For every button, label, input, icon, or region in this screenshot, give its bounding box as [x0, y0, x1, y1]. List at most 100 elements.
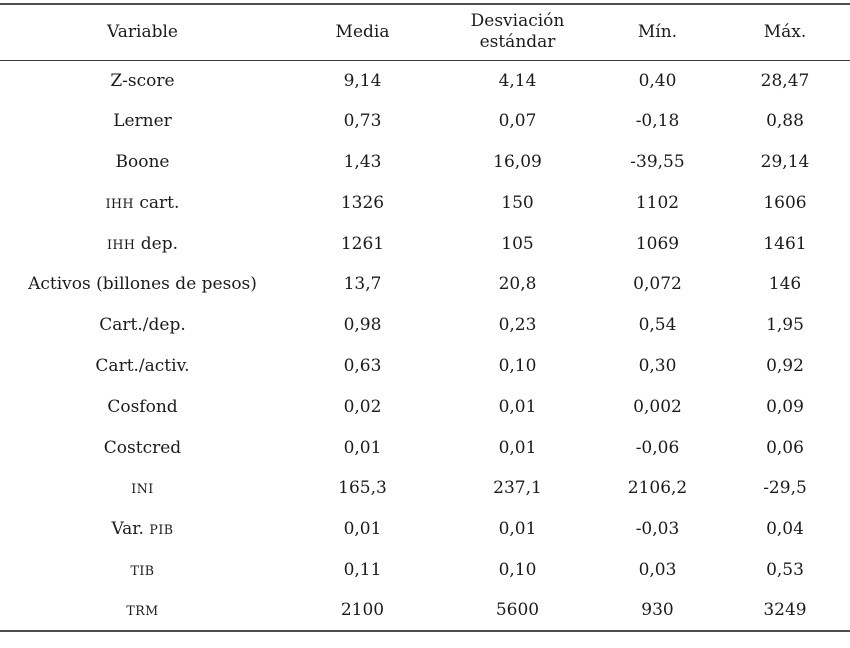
cell-media: 9,14	[343, 70, 382, 91]
table-row: Cart./dep. 0,98 0,23 0,54 1,95	[0, 305, 850, 346]
variable-label: Z-score	[0, 60, 285, 101]
cell-max: 28,47	[760, 70, 810, 91]
cell-max: 1606	[763, 192, 807, 213]
label-text: Var.	[111, 519, 150, 540]
column-header-min: Mín.	[595, 4, 720, 61]
table-row: TIB 0,11 0,10 0,03 0,53	[0, 550, 850, 591]
cell-max: 0,53	[766, 559, 804, 580]
label-text: Costcred	[103, 437, 182, 458]
cell-desviacion-estandar: 0,10	[498, 559, 537, 580]
variable-label: Cart./activ.	[0, 346, 285, 387]
column-header-variable: Variable	[0, 4, 285, 61]
variable-label: Activos (billones de pesos)	[0, 264, 285, 305]
cell-max: 0,04	[766, 519, 804, 540]
cell-min: 1102	[635, 192, 680, 213]
cell-min: 0,40	[638, 70, 677, 91]
variable-label: Lerner	[0, 101, 285, 142]
cell-media: 165,3	[338, 478, 387, 499]
cell-min: 0,002	[633, 396, 682, 417]
cell-desviacion-estandar: 150	[501, 192, 534, 213]
cell-max: 3249	[763, 600, 807, 621]
variable-label: Cosfond	[0, 386, 285, 427]
table-row: Var. PIB 0,01 0,01 -0,03 0,04	[0, 509, 850, 550]
descriptive-statistics-table: Variable Media Desviación estándar Mín. Máx.…	[0, 3, 850, 633]
cell-max: -29,5	[763, 478, 807, 499]
cell-desviacion-estandar: 5600	[495, 600, 540, 621]
cell-media: 13,7	[343, 274, 382, 295]
table-row: Lerner 0,73 0,07 -0,18 0,88	[0, 101, 850, 142]
cell-max: 1,95	[766, 315, 804, 336]
cell-desviacion-estandar: 20,8	[498, 274, 537, 295]
smallcaps-text: INI	[131, 481, 154, 497]
column-header-media: Media	[285, 4, 440, 61]
variable-label: Cart./dep.	[0, 305, 285, 346]
cell-media: 0,98	[343, 315, 382, 336]
table-header-row: Variable Media Desviación estándar Mín. Máx.	[0, 4, 850, 61]
cell-desviacion-estandar: 0,01	[498, 396, 537, 417]
label-text: Cosfond	[107, 396, 178, 417]
column-header-max: Máx.	[720, 4, 850, 61]
table-row: IHH cart. 1326 150 1102 1606	[0, 182, 850, 223]
variable-label: INI	[0, 468, 285, 509]
cell-media: 0,73	[343, 111, 382, 132]
variable-label: Costcred	[0, 427, 285, 468]
smallcaps-text: TIB	[130, 562, 155, 578]
cell-max: 0,92	[766, 355, 804, 376]
cell-media: 0,01	[343, 437, 382, 458]
table-row: TRM 2100 5600 930 3249	[0, 590, 850, 631]
cell-min: -39,55	[630, 151, 685, 172]
label-text: Boone	[115, 151, 170, 172]
cell-media: 0,11	[343, 559, 382, 580]
cell-media: 1261	[340, 233, 385, 254]
label-text: Cart./dep.	[99, 315, 186, 336]
variable-label: TRM	[0, 590, 285, 631]
cell-desviacion-estandar: 237,1	[493, 478, 542, 499]
smallcaps-text: PIB	[149, 522, 174, 538]
cell-desviacion-estandar: 0,07	[498, 111, 537, 132]
cell-min: 0,54	[638, 315, 677, 336]
label-text: Cart./activ.	[95, 355, 190, 376]
cell-desviacion-estandar: 0,01	[498, 437, 537, 458]
cell-media: 1326	[340, 192, 385, 213]
cell-min: 0,072	[633, 274, 682, 295]
table-row: Cart./activ. 0,63 0,10 0,30 0,92	[0, 346, 850, 387]
cell-max: 1461	[763, 233, 807, 254]
smallcaps-text: IHH	[105, 195, 134, 211]
variable-label: TIB	[0, 550, 285, 591]
cell-desviacion-estandar: 4,14	[498, 70, 537, 91]
cell-max: 146	[768, 274, 802, 295]
cell-max: 0,09	[766, 396, 804, 417]
cell-desviacion-estandar: 105	[501, 233, 534, 254]
cell-min: 0,30	[638, 355, 677, 376]
label-text: Activos (billones de pesos)	[28, 274, 257, 295]
table-row: Costcred 0,01 0,01 -0,06 0,06	[0, 427, 850, 468]
cell-desviacion-estandar: 0,23	[498, 315, 537, 336]
cell-desviacion-estandar: 0,10	[498, 355, 537, 376]
column-header-desviacion-estandar: Desviación estándar	[440, 4, 595, 61]
cell-desviacion-estandar: 0,01	[498, 519, 537, 540]
cell-max: 0,88	[766, 111, 804, 132]
cell-desviacion-estandar: 16,09	[493, 151, 542, 172]
cell-media: 2100	[340, 600, 385, 621]
cell-min: -0,06	[635, 437, 680, 458]
label-text: Z-score	[110, 70, 175, 91]
label-text: Lerner	[113, 111, 172, 132]
cell-min: 1069	[635, 233, 680, 254]
cell-min: -0,03	[635, 519, 680, 540]
variable-label: IHH dep.	[0, 223, 285, 264]
table-row: Z-score 9,14 4,14 0,40 28,47	[0, 60, 850, 101]
cell-min: 930	[641, 600, 674, 621]
table-row: INI 165,3 237,1 2106,2 -29,5	[0, 468, 850, 509]
table-row: IHH dep. 1261 105 1069 1461	[0, 223, 850, 264]
cell-max: 0,06	[766, 437, 804, 458]
table-body: Z-score 9,14 4,14 0,40 28,47 Lerner 0,73 0,07 -0…	[0, 60, 850, 631]
cell-media: 0,63	[343, 355, 382, 376]
cell-min: 2106,2	[627, 478, 688, 499]
label-text: cart.	[134, 192, 180, 213]
cell-media: 1,43	[343, 151, 382, 172]
table-row: Boone 1,43 16,09 -39,55 29,14	[0, 142, 850, 183]
table-row: Cosfond 0,02 0,01 0,002 0,09	[0, 386, 850, 427]
cell-media: 0,01	[343, 519, 382, 540]
smallcaps-text: IHH	[106, 236, 136, 252]
